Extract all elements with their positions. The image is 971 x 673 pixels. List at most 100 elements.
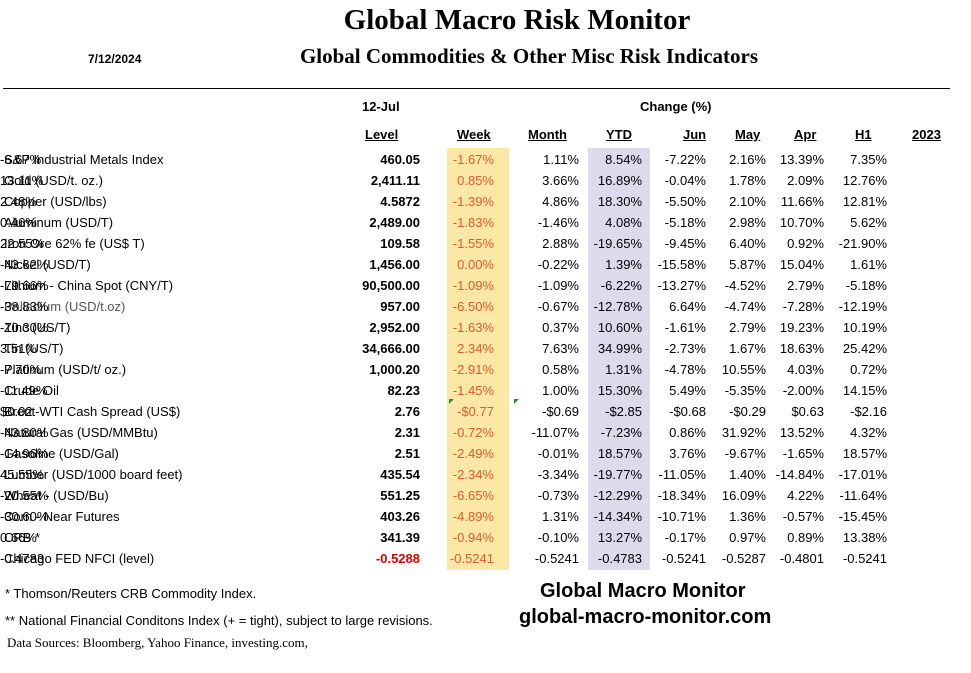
cell-apr: 11.66% (780, 194, 824, 209)
cell-may: 1.36% (729, 509, 766, 524)
cell-name: Crude Oil (4, 383, 59, 398)
cell-h1: 13.38% (842, 530, 887, 545)
cell-month: -0.22% (537, 257, 579, 272)
cell-name: Zinc (US/T) (4, 320, 71, 335)
cell-month: 0.37% (542, 320, 579, 335)
table-row: Platinum (USD/t/ oz.) 1,000.20 -2.91% 0.58%… (0, 359, 971, 380)
cell-month: 4.86% (542, 194, 579, 209)
cell-level: 460.05 (380, 152, 420, 167)
cell-jun: -0.04% (664, 173, 706, 188)
cell-jun: 0.86% (669, 425, 706, 440)
table-row: Wheat - (USD/Bu) 551.25 -6.65% -0.73% -12.29… (0, 485, 971, 506)
cell-ytd: 13.27% (597, 530, 642, 545)
cell-month: -1.46% (537, 215, 579, 230)
cell-h1: 7.35% (850, 152, 887, 167)
cell-may: -4.74% (724, 299, 766, 314)
cell-jun: -9.45% (664, 236, 706, 251)
report-date: 7/12/2024 (88, 52, 142, 66)
cell-jun: -15.58% (657, 257, 706, 272)
cell-apr: 4.22% (787, 488, 824, 503)
cell-week: -2.49% (452, 446, 494, 461)
cell-h1: -21.90% (838, 236, 887, 251)
col-h1-header: H1 (855, 127, 872, 142)
cell-h1: 12.76% (842, 173, 887, 188)
col-may-header: May (735, 127, 761, 142)
cell-may: -$0.29 (729, 404, 766, 419)
cell-jun: 3.76% (669, 446, 706, 461)
cell-level: 2,411.11 (370, 173, 420, 188)
cell-y2023: 13.11% (0, 173, 44, 188)
cell-h1: 10.19% (842, 320, 887, 335)
cell-may: -0.5287 (721, 551, 766, 566)
cell-apr: -14.84% (775, 467, 824, 482)
table-row: Copper (USD/lbs) 4.5872 -1.39% 4.86% 18.30% -… (0, 191, 971, 212)
cell-ytd: 16.89% (597, 173, 642, 188)
cell-name: Iron Ore 62% fe (US$ T) (4, 236, 145, 251)
cell-name: Nickel (USD/T) (4, 257, 91, 272)
cell-y2023: -11.49% (0, 383, 48, 398)
cell-level: -0.5288 (375, 551, 420, 566)
cell-ytd: 8.54% (605, 152, 642, 167)
header-divider (3, 88, 950, 89)
cell-name: Lithium - China Spot (CNY/T) (4, 278, 174, 293)
col-level-header: Level (365, 127, 399, 142)
cell-month: 7.63% (542, 341, 579, 356)
cell-apr: 0.92% (787, 236, 824, 251)
cell-week: -0.5241 (449, 551, 494, 566)
cell-h1: 14.15% (842, 383, 887, 398)
brand-name: Global Macro Monitor (540, 580, 746, 602)
cell-apr: 18.63% (779, 341, 824, 356)
cell-level: 2.31 (394, 425, 420, 440)
cell-ytd: 18.57% (597, 446, 642, 461)
cell-may: -9.67% (724, 446, 766, 461)
table-row: Brent-WTI Cash Spread (US$) 2.76 -$0.77 -$0… (0, 401, 971, 422)
cell-jun: -7.22% (664, 152, 706, 167)
cell-month: 1.11% (543, 152, 579, 167)
cell-may: 2.98% (729, 215, 766, 230)
cell-apr: 10.70% (779, 215, 824, 230)
table-row: Corn - Near Futures 403.26 -4.89% 1.31% -14.… (0, 506, 971, 527)
cell-h1: -17.01% (838, 467, 887, 482)
table-row: Lumber (USD/1000 board feet) 435.54 -2.34%… (0, 464, 971, 485)
cell-ytd: 10.60% (597, 320, 642, 335)
cell-jun: -11.05% (658, 467, 706, 482)
cell-apr: 15.04% (779, 257, 824, 272)
cell-ytd: -$2.85 (605, 404, 642, 419)
cell-name: Copper (USD/lbs) (4, 194, 107, 209)
table-row: Tin (US/T) 34,666.00 2.34% 7.63% 34.99% -2.73… (0, 338, 971, 359)
cell-may: -5.35% (724, 383, 766, 398)
cell-week: -1.55% (452, 236, 494, 251)
cell-y2023: -38.83% (0, 299, 49, 314)
cell-apr: -1.65% (782, 446, 824, 461)
cell-name: Chicago FED NFCI (level) (4, 551, 155, 566)
cell-level: 4.5872 (380, 194, 420, 209)
cell-y2023: -0.4783 (0, 551, 45, 566)
cell-y2023: 0.46% (0, 215, 37, 230)
cell-month: -0.73% (537, 488, 579, 503)
cell-name: Platinum (USD/t/ oz.) (4, 362, 127, 377)
cell-week: -1.63% (452, 320, 494, 335)
week-column-highlight (447, 148, 509, 570)
cell-may: 2.10% (729, 194, 766, 209)
cell-level: 109.58 (380, 236, 420, 251)
cell-apr: 13.52% (779, 425, 824, 440)
cell-y2023: 3.51% (0, 341, 37, 356)
cell-ytd: 1.31% (605, 362, 642, 377)
cell-h1: 0.72% (850, 362, 887, 377)
cell-comment-marker (514, 399, 519, 404)
cell-week: -2.34% (452, 467, 494, 482)
cell-y2023: -79.66% (0, 278, 49, 293)
ytd-column-highlight (588, 148, 650, 570)
cell-level: 341.39 (380, 530, 420, 545)
col-jun-header: Jun (683, 127, 707, 142)
cell-y2023: -6.67% (0, 152, 42, 167)
cell-jun: -0.17% (664, 530, 706, 545)
cell-ytd: -19.77% (593, 467, 642, 482)
cell-jun: -2.73% (664, 341, 706, 356)
cell-y2023: $0.02 (0, 404, 33, 419)
cell-month: 2.88% (542, 236, 579, 251)
cell-may: 2.79% (729, 320, 766, 335)
cell-ytd: -12.29% (593, 488, 642, 503)
cell-h1: -15.45% (838, 509, 887, 524)
cell-week: -4.89% (452, 509, 494, 524)
